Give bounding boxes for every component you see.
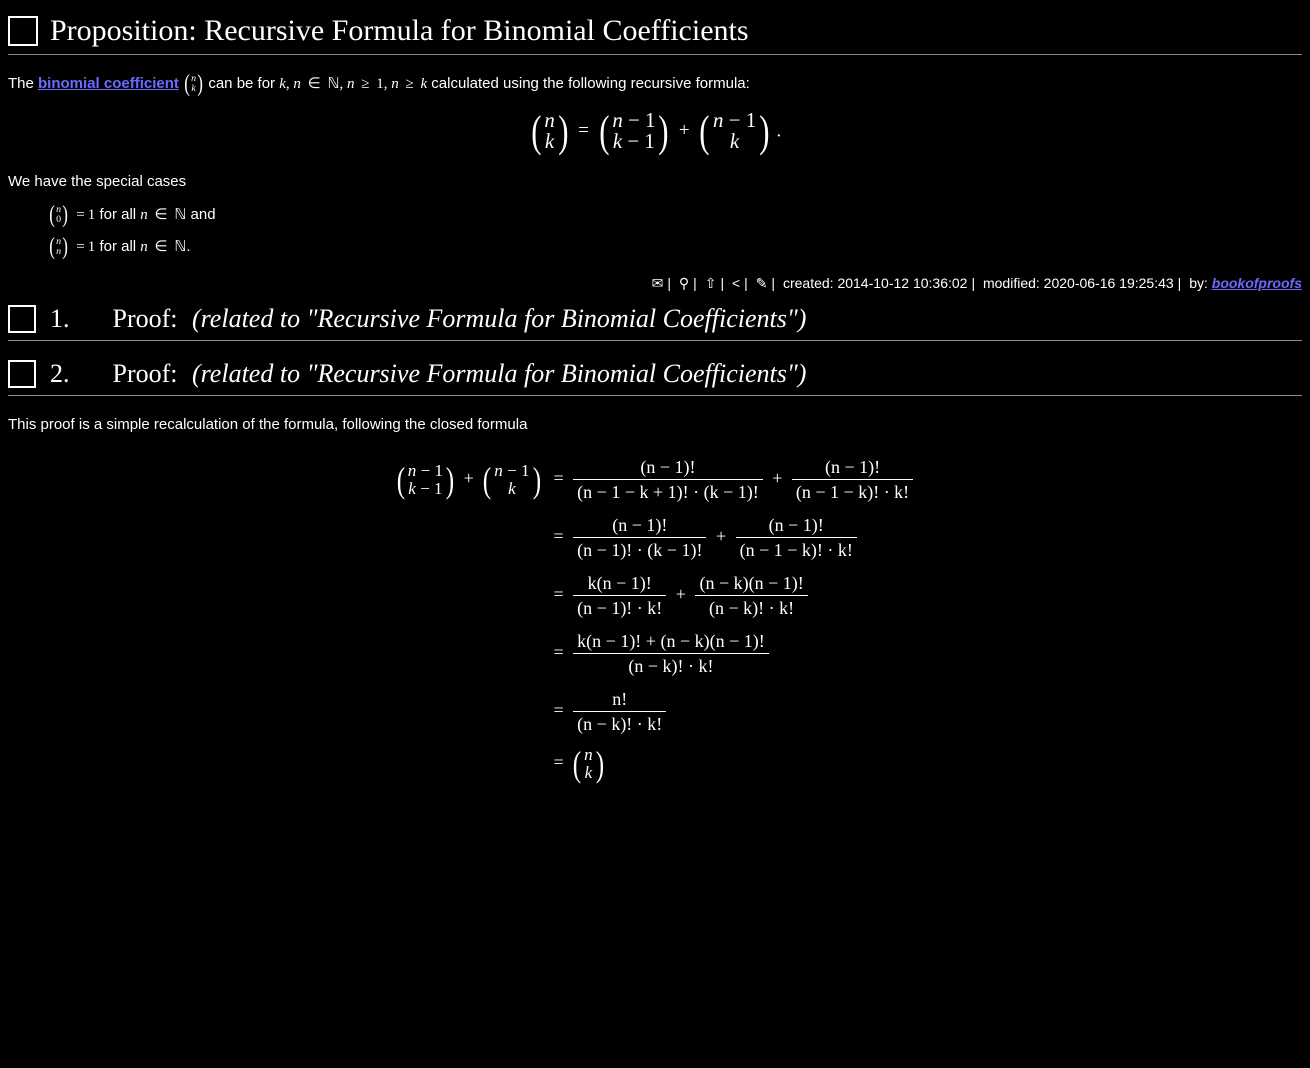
intro-paragraph: The binomial coefficient (nk) can be for… (8, 73, 1302, 96)
created-label: created: (783, 275, 837, 291)
expand-toggle-proof-2[interactable] (8, 360, 36, 388)
binom-n-k-inline: (nk) (183, 73, 204, 95)
pin-icon[interactable]: ⚲ (679, 275, 689, 292)
binomial-coefficient-link[interactable]: binomial coefficient (38, 75, 179, 92)
expand-toggle-proof-1[interactable] (8, 305, 36, 333)
link-icon[interactable]: ✉ (652, 275, 664, 292)
created-value: 2014-10-12 10:36:02 (837, 275, 967, 291)
special-cases-label: We have the special cases (8, 171, 1302, 194)
main-recursive-formula: ( nk ) = ( n − 1k − 1 ) + ( n − 1k ) . (8, 110, 1302, 154)
edit-icon[interactable]: ✎ (756, 275, 768, 292)
proof-body-text: This proof is a simple recalculation of … (8, 414, 1302, 437)
proposition-heading-row: Proposition: Recursive Formula for Binom… (8, 10, 1302, 55)
proposition-title: Proposition: Recursive Formula for Binom… (50, 14, 749, 48)
proof-1-title: 1. Proof: (related to "Recursive Formula… (50, 304, 806, 334)
modified-value: 2020-06-16 19:25:43 (1044, 275, 1174, 291)
derivation-block: (n − 1k − 1) + (n − 1k) = (n − 1)!(n − 1… (8, 451, 1302, 787)
special-case-2: (nn) =1 for all n ∈ ℕ. (48, 236, 1302, 258)
intro-mid1: can be for (208, 75, 279, 92)
proof-1-heading-row: 1. Proof: (related to "Recursive Formula… (8, 300, 1302, 341)
special-cases-list: (n0) =1 for all n ∈ ℕ and (nn) =1 for al… (48, 204, 1302, 258)
expand-toggle[interactable] (8, 16, 38, 46)
modified-label: modified: (983, 275, 1044, 291)
intro-mid2: calculated using the following recursive… (427, 75, 750, 92)
share-icon[interactable]: < (732, 275, 740, 291)
proof-2-heading-row: 2. Proof: (related to "Recursive Formula… (8, 355, 1302, 396)
proof-2-title: 2. Proof: (related to "Recursive Formula… (50, 359, 806, 389)
up-icon[interactable]: ⇧ (705, 275, 717, 292)
by-label: by: (1189, 275, 1212, 291)
intro-condition: k (279, 76, 286, 92)
special-case-1: (n0) =1 for all n ∈ ℕ and (48, 204, 1302, 226)
author-link[interactable]: bookofproofs (1212, 275, 1302, 291)
intro-pre: The (8, 75, 38, 92)
meta-row: ✉| ⚲| ⇧| <| ✎| created: 2014-10-12 10:36… (8, 275, 1302, 292)
natural-numbers-symbol: ℕ (327, 76, 339, 92)
